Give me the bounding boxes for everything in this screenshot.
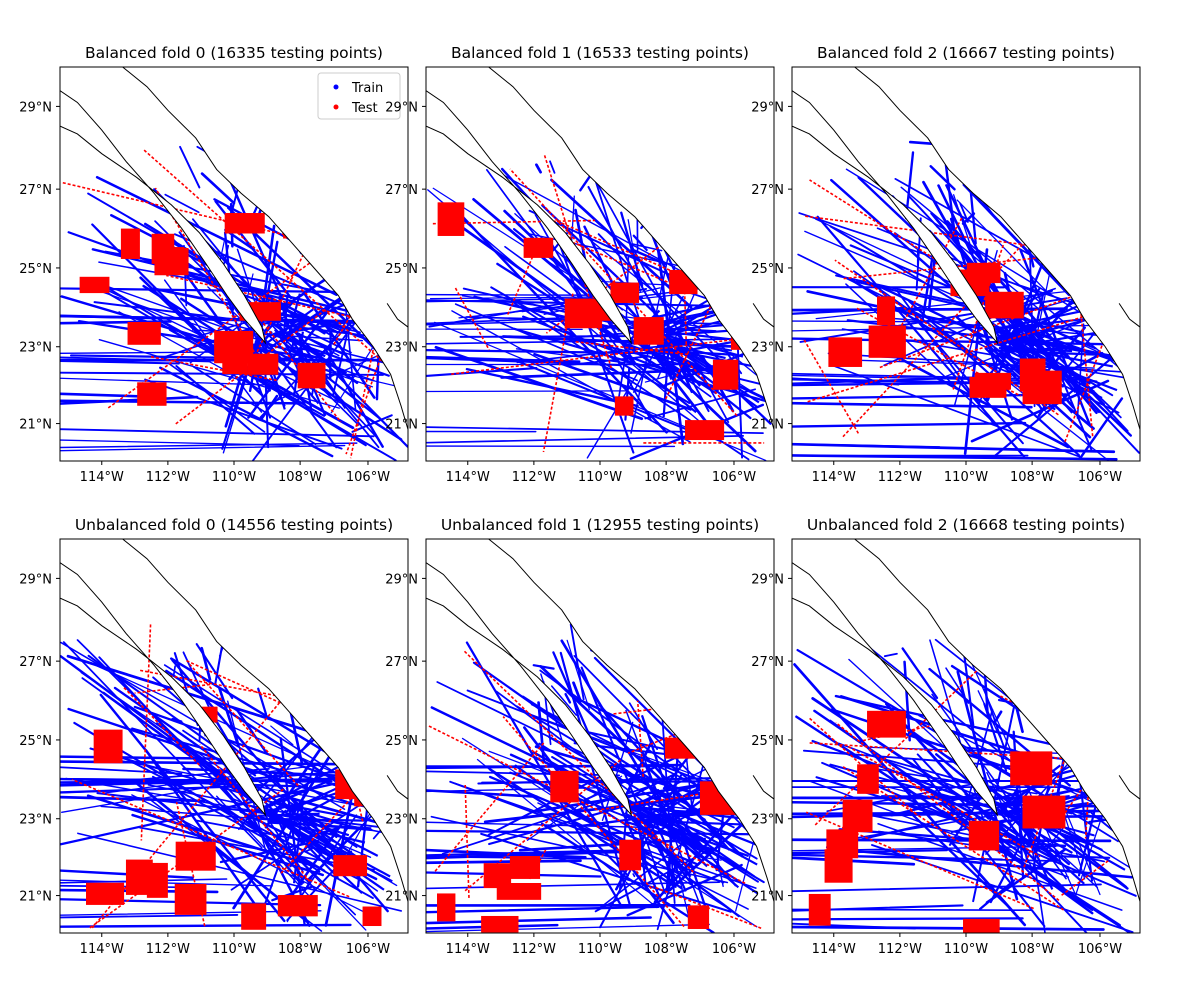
y-tick-label: 25°N bbox=[751, 262, 784, 277]
y-tick-label: 29°N bbox=[19, 100, 52, 115]
legend-test-marker bbox=[333, 104, 339, 110]
x-tick-label: 114°W bbox=[812, 942, 856, 957]
legend-test-label: Test bbox=[351, 101, 378, 116]
y-tick-label: 25°N bbox=[19, 262, 52, 277]
x-tick-label: 106°W bbox=[712, 470, 756, 485]
y-tick-label: 29°N bbox=[751, 100, 784, 115]
x-tick-label: 112°W bbox=[512, 470, 556, 485]
y-tick-label: 21°N bbox=[19, 890, 52, 905]
x-tick-label: 108°W bbox=[644, 470, 688, 485]
map-panel-3: Unbalanced fold 0 (14556 testing points)… bbox=[19, 516, 409, 957]
x-tick-label: 108°W bbox=[278, 470, 322, 485]
x-tick-label: 114°W bbox=[812, 470, 856, 485]
y-tick-label: 25°N bbox=[19, 734, 52, 749]
x-tick-label: 108°W bbox=[1010, 942, 1054, 957]
y-tick-label: 25°N bbox=[751, 734, 784, 749]
y-tick-label: 23°N bbox=[751, 813, 784, 828]
x-tick-label: 110°W bbox=[578, 470, 622, 485]
x-tick-label: 112°W bbox=[146, 942, 190, 957]
x-tick-label: 106°W bbox=[346, 942, 390, 957]
x-tick-label: 114°W bbox=[446, 942, 490, 957]
y-tick-label: 27°N bbox=[19, 183, 52, 198]
panel-title: Balanced fold 2 (16667 testing points) bbox=[817, 44, 1115, 62]
x-tick-label: 106°W bbox=[1078, 942, 1122, 957]
map-panel-4: Unbalanced fold 1 (12955 testing points)… bbox=[385, 516, 775, 957]
y-tick-label: 23°N bbox=[19, 341, 52, 356]
x-tick-label: 112°W bbox=[878, 942, 922, 957]
y-tick-label: 21°N bbox=[751, 890, 784, 905]
x-tick-label: 106°W bbox=[712, 942, 756, 957]
map-panel-0: Balanced fold 0 (16335 testing points) 11… bbox=[19, 44, 409, 485]
y-tick-label: 21°N bbox=[751, 418, 784, 433]
panel-title: Unbalanced fold 1 (12955 testing points) bbox=[441, 516, 759, 534]
y-tick-label: 29°N bbox=[385, 572, 418, 587]
y-tick-label: 23°N bbox=[751, 341, 784, 356]
y-tick-label: 27°N bbox=[751, 183, 784, 198]
y-tick-label: 21°N bbox=[385, 418, 418, 433]
x-tick-label: 112°W bbox=[146, 470, 190, 485]
panel-title: Balanced fold 1 (16533 testing points) bbox=[451, 44, 749, 62]
coastline bbox=[60, 539, 408, 902]
y-tick-label: 29°N bbox=[19, 572, 52, 587]
x-tick-label: 110°W bbox=[212, 470, 256, 485]
y-tick-label: 21°N bbox=[385, 890, 418, 905]
x-tick-label: 114°W bbox=[446, 470, 490, 485]
y-tick-label: 23°N bbox=[385, 813, 418, 828]
y-tick-label: 21°N bbox=[19, 418, 52, 433]
panel-title: Unbalanced fold 2 (16668 testing points) bbox=[807, 516, 1125, 534]
test-blocks bbox=[62, 149, 405, 459]
x-tick-label: 112°W bbox=[878, 470, 922, 485]
x-tick-label: 110°W bbox=[212, 942, 256, 957]
x-tick-label: 108°W bbox=[1010, 470, 1054, 485]
x-tick-label: 110°W bbox=[578, 942, 622, 957]
x-tick-label: 106°W bbox=[1078, 470, 1122, 485]
y-tick-label: 25°N bbox=[385, 262, 418, 277]
coastline bbox=[792, 67, 1140, 430]
y-tick-label: 27°N bbox=[385, 655, 418, 670]
legend-train-label: Train bbox=[351, 81, 383, 96]
y-tick-label: 27°N bbox=[751, 655, 784, 670]
coastline bbox=[792, 539, 1140, 902]
legend: Train Test bbox=[317, 72, 401, 120]
y-tick-label: 27°N bbox=[385, 183, 418, 198]
x-tick-label: 114°W bbox=[80, 470, 124, 485]
legend-train-marker bbox=[333, 84, 339, 90]
panel-title: Unbalanced fold 0 (14556 testing points) bbox=[75, 516, 393, 534]
coastline bbox=[426, 67, 774, 430]
y-tick-label: 27°N bbox=[19, 655, 52, 670]
y-tick-label: 29°N bbox=[385, 100, 418, 115]
y-tick-label: 25°N bbox=[385, 734, 418, 749]
x-tick-label: 112°W bbox=[512, 942, 556, 957]
x-tick-label: 108°W bbox=[644, 942, 688, 957]
panel-title: Balanced fold 0 (16335 testing points) bbox=[85, 44, 383, 62]
x-tick-label: 106°W bbox=[346, 470, 390, 485]
x-tick-label: 110°W bbox=[944, 942, 988, 957]
coastline bbox=[60, 67, 408, 430]
coastline bbox=[426, 539, 774, 902]
x-tick-label: 108°W bbox=[278, 942, 322, 957]
map-panel-2: Balanced fold 2 (16667 testing points) 11… bbox=[751, 44, 1141, 485]
map-panel-5: Unbalanced fold 2 (16668 testing points)… bbox=[751, 516, 1141, 957]
y-tick-label: 23°N bbox=[19, 813, 52, 828]
y-tick-label: 29°N bbox=[751, 572, 784, 587]
y-tick-label: 23°N bbox=[385, 341, 418, 356]
map-panel-1: Balanced fold 1 (16533 testing points) 11… bbox=[385, 44, 775, 485]
x-tick-label: 114°W bbox=[80, 942, 124, 957]
x-tick-label: 110°W bbox=[944, 470, 988, 485]
